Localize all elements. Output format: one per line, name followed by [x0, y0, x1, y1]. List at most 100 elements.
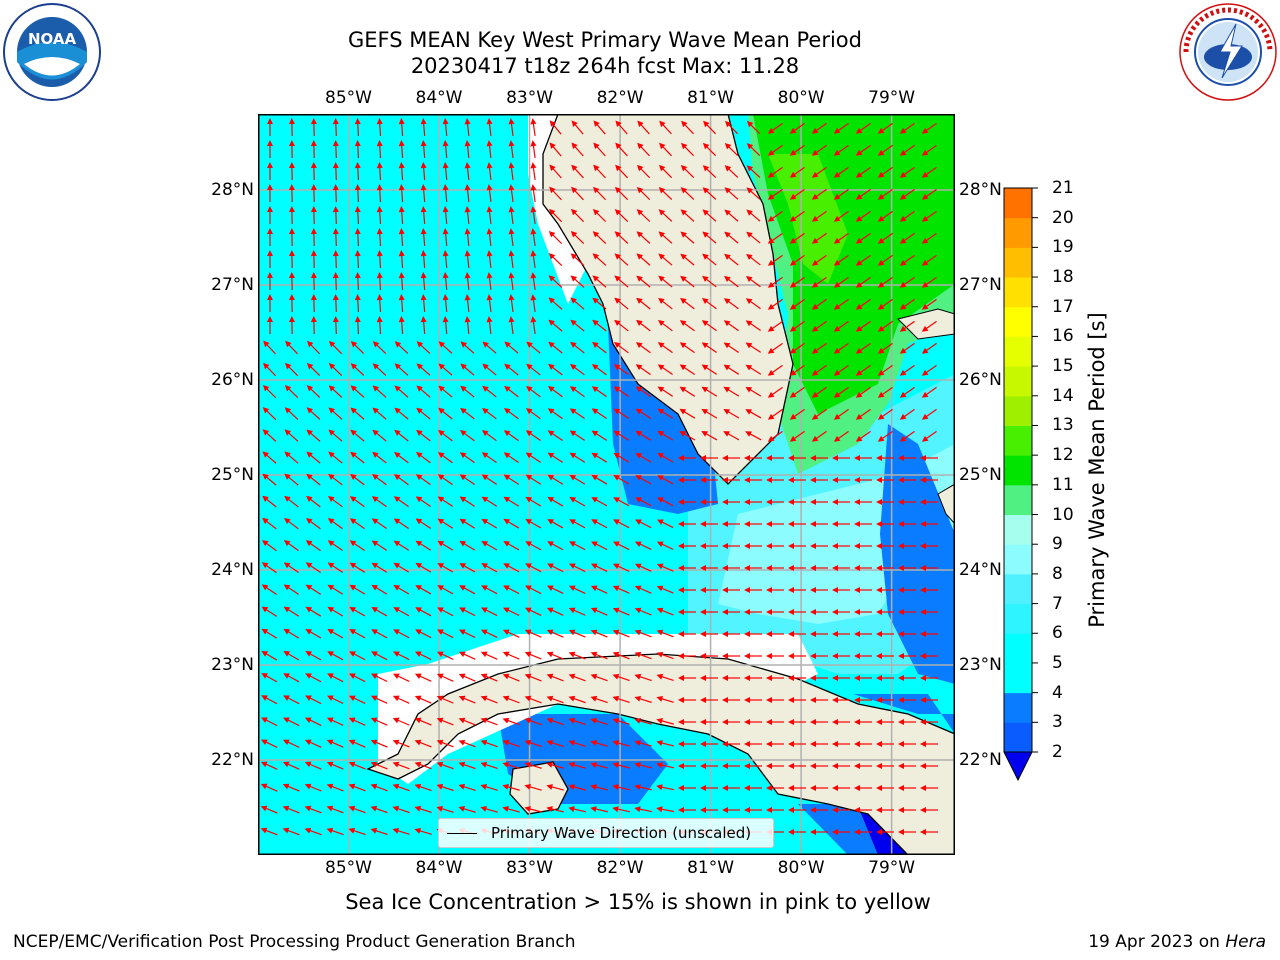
wave-direction-arrow [354, 206, 361, 225]
wave-direction-arrow [305, 562, 321, 573]
wave-direction-arrow [350, 473, 365, 486]
colorbar-frame [1003, 187, 1033, 753]
wave-direction-arrow [898, 499, 916, 505]
wave-direction-arrow [832, 785, 850, 791]
wave-direction-arrow [332, 272, 339, 291]
wave-direction-arrow [486, 316, 493, 335]
wave-direction-arrow [376, 228, 383, 247]
wave-direction-arrow [354, 184, 361, 203]
wave-direction-arrow [547, 452, 564, 463]
wave-direction-arrow [854, 675, 872, 681]
wave-direction-arrow [724, 165, 739, 178]
wave-direction-arrow [920, 829, 938, 835]
wave-direction-arrow [746, 187, 761, 200]
bahamas-island-1 [897, 308, 955, 340]
wave-direction-arrow [332, 316, 339, 335]
wave-direction-arrow [810, 653, 828, 659]
wave-direction-arrow [854, 477, 872, 483]
wave-direction-arrow [348, 717, 366, 726]
wave-direction-arrow [810, 521, 828, 527]
wave-direction-arrow [920, 697, 938, 703]
wave-direction-arrow [832, 697, 850, 703]
colorbar-under-extension [1003, 751, 1033, 782]
colorbar-tick-label: 14 [1052, 385, 1074, 406]
wave-direction-arrow [854, 785, 872, 791]
wave-direction-arrow [898, 785, 916, 791]
wave-direction-arrow [508, 140, 515, 159]
wave-direction-arrow [546, 607, 564, 616]
wave-direction-arrow [549, 164, 562, 179]
wave-direction-arrow [701, 386, 718, 397]
colorbar-tick-label: 18 [1052, 267, 1074, 288]
wave-direction-arrow [833, 430, 849, 442]
wave-direction-arrow [788, 763, 806, 769]
wave-direction-arrow [855, 320, 871, 332]
wave-direction-arrow [745, 320, 761, 332]
wave-direction-arrow [437, 629, 454, 639]
wave-direction-arrow [328, 429, 343, 442]
wave-direction-arrow [766, 675, 784, 681]
wave-direction-arrow [414, 761, 432, 770]
wave-direction-arrow [569, 386, 585, 398]
wave-direction-arrow [392, 783, 410, 792]
colorbar-segment [1004, 306, 1032, 337]
wave-direction-arrow [283, 540, 299, 552]
wave-direction-arrow [327, 695, 344, 705]
wave-direction-arrow [591, 474, 608, 485]
wave-direction-arrow [570, 341, 585, 354]
wave-direction-arrow [614, 209, 629, 222]
wave-direction-arrow [855, 166, 871, 178]
wave-direction-arrow [811, 342, 827, 354]
wave-direction-arrow [547, 563, 564, 573]
wave-direction-arrow [658, 275, 673, 288]
wave-direction-arrow [436, 651, 454, 660]
wave-direction-arrow [766, 807, 784, 813]
wave-direction-arrow [524, 695, 542, 704]
lon-label-top: 81°W [687, 88, 735, 108]
wave-direction-arrow [657, 430, 674, 441]
wave-direction-arrow [398, 272, 405, 291]
wave-direction-arrow [261, 540, 277, 552]
wave-direction-arrow [767, 320, 783, 332]
wave-direction-arrow [442, 184, 449, 203]
wave-direction-arrow [612, 629, 630, 638]
wave-direction-arrow [678, 543, 696, 549]
wave-direction-arrow [724, 187, 739, 200]
wave-direction-arrow [568, 585, 586, 594]
wave-direction-arrow [723, 364, 740, 375]
wave-direction-arrow [591, 430, 608, 441]
wave-direction-arrow [613, 408, 630, 419]
wave-direction-arrow [920, 763, 938, 769]
wave-direction-arrow [898, 477, 916, 483]
wave-direction-arrow [480, 695, 498, 704]
wave-direction-arrow [570, 208, 585, 223]
wave-direction-arrow [634, 585, 652, 594]
wave-direction-arrow [438, 429, 453, 442]
wave-direction-arrow [722, 807, 740, 813]
wave-direction-arrow [327, 651, 344, 661]
wave-direction-arrow [788, 829, 806, 835]
wave-direction-arrow [310, 184, 317, 203]
wave-direction-arrow [481, 540, 498, 551]
wave-direction-arrow [464, 250, 471, 269]
wave-direction-arrow [789, 364, 805, 376]
wave-direction-arrow [486, 140, 493, 159]
wave-direction-arrow [898, 565, 916, 571]
wave-direction-arrow [767, 122, 783, 134]
wave-direction-arrow [612, 762, 630, 769]
wave-direction-arrow [656, 651, 674, 660]
wave-direction-arrow [371, 496, 387, 508]
wave-direction-arrow [524, 739, 542, 748]
wave-direction-arrow [613, 386, 629, 398]
wave-direction-arrow [854, 543, 872, 549]
wave-direction-arrow [569, 541, 586, 551]
isla-de-la-juventud [509, 761, 569, 815]
wave-direction-arrow [393, 584, 410, 595]
wave-direction-arrow [326, 761, 344, 770]
wave-direction-arrow [656, 784, 674, 791]
wave-direction-arrow [722, 587, 740, 593]
wave-direction-arrow [635, 408, 652, 419]
wave-direction-arrow [420, 228, 427, 247]
wave-direction-arrow [482, 385, 497, 398]
colorbar [1003, 187, 1038, 782]
